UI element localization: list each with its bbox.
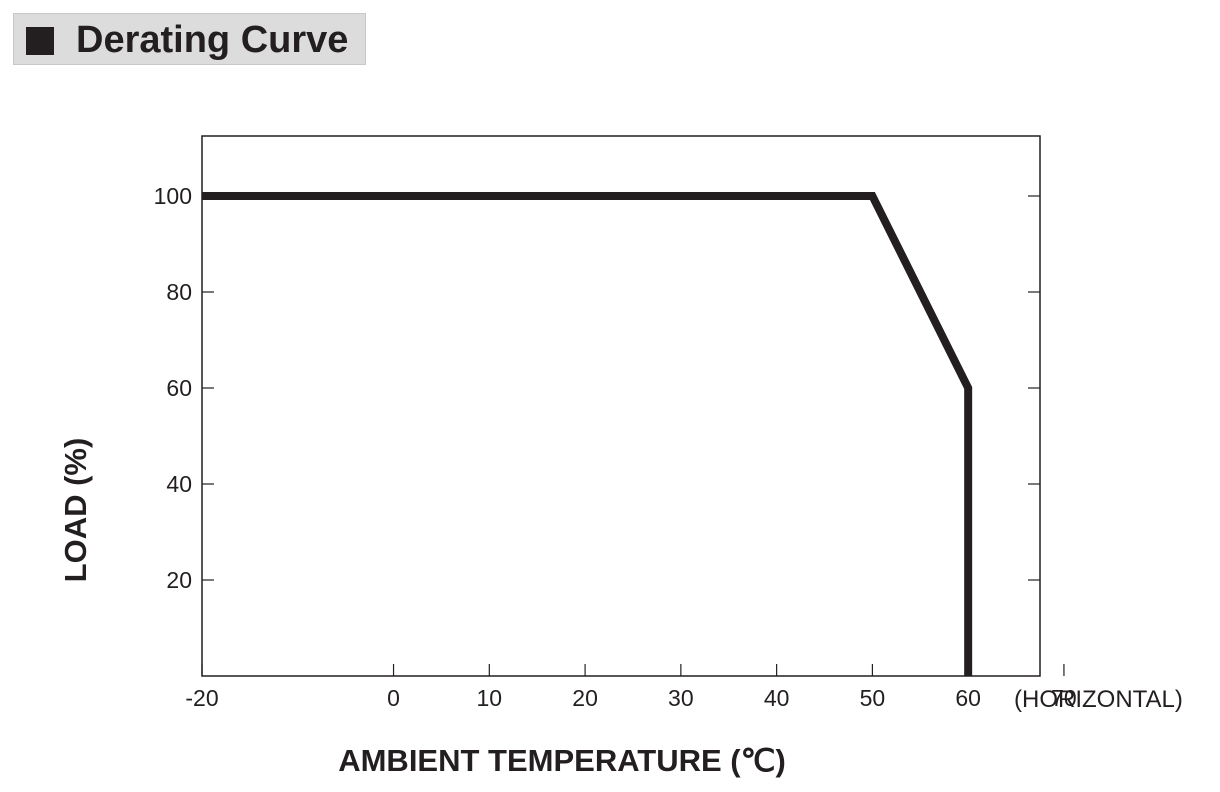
x-axis-title: AMBIENT TEMPERATURE (℃) [338,743,786,778]
y-tick-label-60: 60 [166,375,192,401]
x-tick-label-70: 70 [1051,685,1077,711]
x-tick-label-0: 0 [387,685,400,711]
x-tick-label-40: 40 [764,685,790,711]
x-tick-label-30: 30 [668,685,694,711]
y-tick-label-20: 20 [166,567,192,593]
y-tick-label-40: 40 [166,471,192,497]
x-axis-ticks [201,664,1065,676]
x-axis-tick-labels: -20 0 10 20 30 40 50 60 70 [185,685,1076,711]
x-tick-label--20: -20 [185,685,218,711]
y-axis-tick-labels: 20 40 60 80 100 [154,183,192,593]
derating-series-line [202,192,973,676]
x-tick-label-20: 20 [572,685,598,711]
y-axis-ticks [202,195,1040,581]
x-tick-label-60: 60 [955,685,981,711]
y-axis-title: LOAD (%) [58,438,93,583]
chart-title: Derating Curve [76,19,349,61]
y-tick-label-80: 80 [166,279,192,305]
x-tick-label-50: 50 [860,685,886,711]
title-banner: Derating Curve [13,13,366,65]
y-tick-label-100: 100 [154,183,192,209]
x-axis-note: (HORIZONTAL) [1014,686,1183,713]
square-bullet-icon [26,27,54,55]
x-tick-label-10: 10 [477,685,503,711]
plot-frame [201,135,1041,677]
